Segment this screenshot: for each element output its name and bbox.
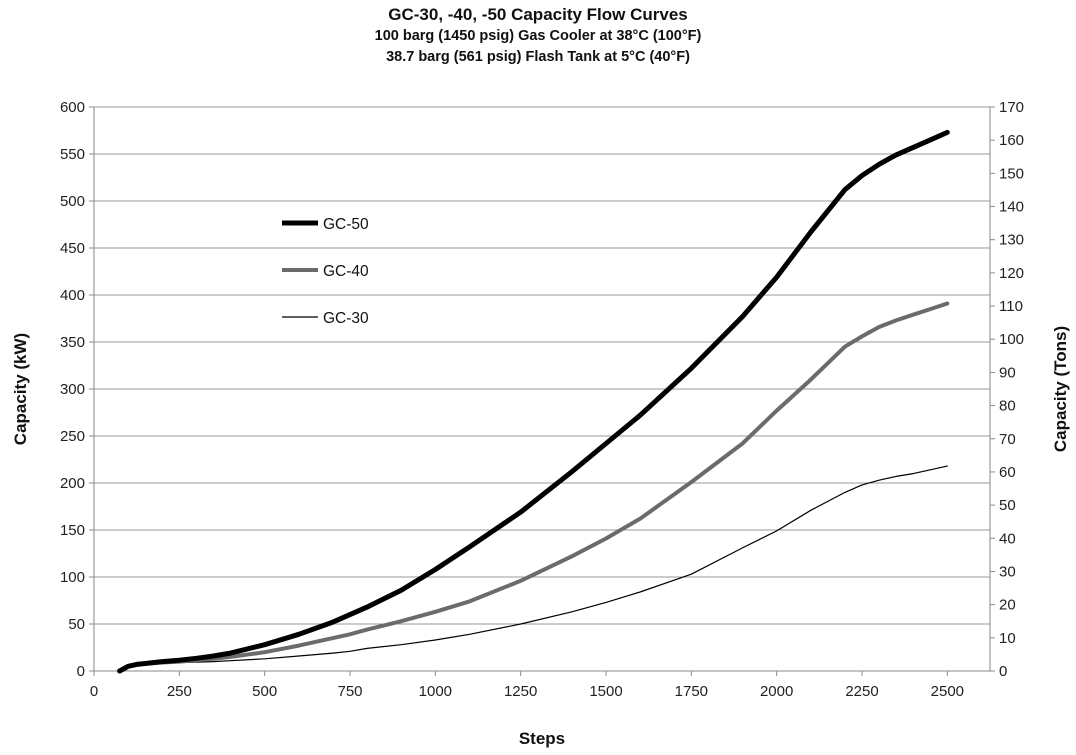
x-tick-label: 250	[167, 683, 192, 700]
y-tick-label: 550	[60, 146, 85, 163]
y-axis-label: Capacity (kW)	[11, 333, 30, 445]
y-tick-label: 350	[60, 334, 85, 351]
y2-tick-label: 70	[999, 431, 1016, 448]
y2-axis-ticks: 0 10 20 30 40 50 60 70 80 90 100 110 120 130 140 150 160…	[990, 99, 1024, 680]
x-axis-label: Steps	[519, 729, 565, 748]
x-tick-label: 1500	[589, 683, 622, 700]
legend-label-gc-30: GC-30	[323, 310, 369, 327]
y2-tick-label: 150	[999, 165, 1024, 182]
x-tick-label: 1750	[675, 683, 708, 700]
y2-tick-label: 170	[999, 99, 1024, 116]
y2-tick-label: 110	[999, 298, 1023, 315]
y-tick-label: 250	[60, 428, 85, 445]
chart-title: GC-30, -40, -50 Capacity Flow Curves	[388, 5, 688, 24]
y-tick-label: 200	[60, 475, 85, 492]
y-tick-label: 300	[60, 381, 85, 398]
y2-tick-label: 60	[999, 464, 1016, 481]
y2-tick-label: 160	[999, 132, 1024, 149]
y-tick-label: 450	[60, 240, 85, 257]
y2-tick-label: 100	[999, 331, 1024, 348]
series-line-gc-50	[117, 129, 950, 674]
y2-tick-label: 20	[999, 597, 1016, 614]
y-tick-label: 600	[60, 99, 85, 116]
x-tick-label: 2500	[931, 683, 964, 700]
y2-tick-label: 30	[999, 563, 1016, 580]
y-tick-label: 500	[60, 193, 85, 210]
x-tick-label: 750	[337, 683, 362, 700]
series-line-gc-30	[118, 465, 948, 672]
x-tick-label: 2250	[845, 683, 878, 700]
x-axis-ticks: 0 250 500 750 1000 1250 1500 1750 2000 2250 2500	[90, 671, 964, 700]
x-tick-label: 500	[252, 683, 277, 700]
legend-label-gc-40: GC-40	[323, 263, 369, 280]
y-tick-label: 100	[60, 569, 85, 586]
chart-subtitle-1: 100 barg (1450 psig) Gas Cooler at 38°C …	[374, 28, 702, 44]
y2-tick-label: 90	[999, 364, 1016, 381]
y2-tick-label: 0	[999, 663, 1007, 680]
chart-titles: GC-30, -40, -50 Capacity Flow Curves 100…	[0, 4, 1076, 68]
y2-axis-label: Capacity (Tons)	[1051, 326, 1070, 452]
x-tick-label: 1000	[419, 683, 452, 700]
y-tick-label: 150	[60, 522, 85, 539]
y2-tick-label: 120	[999, 265, 1024, 282]
y-axis-ticks: 0 50 100 150 200 250 300 350 400 450 500 550 600	[60, 99, 94, 680]
legend: GC-50 GC-40 GC-30	[282, 216, 369, 327]
y-tick-label: 400	[60, 287, 85, 304]
series-lines	[117, 129, 950, 674]
series-line-gc-40	[117, 301, 950, 673]
chart-subtitle-2: 38.7 barg (561 psig) Flash Tank at 5°C (…	[386, 49, 690, 65]
y2-tick-label: 130	[999, 232, 1024, 249]
y2-tick-label: 80	[999, 398, 1016, 415]
y2-tick-label: 10	[999, 630, 1016, 647]
y2-tick-label: 50	[999, 497, 1016, 514]
y2-tick-label: 140	[999, 199, 1024, 216]
x-tick-label: 2000	[760, 683, 793, 700]
y-tick-label: 50	[68, 616, 85, 633]
legend-label-gc-50: GC-50	[323, 216, 369, 233]
y-tick-label: 0	[77, 663, 85, 680]
x-tick-label: 0	[90, 683, 98, 700]
x-tick-label: 1250	[504, 683, 537, 700]
y2-tick-label: 40	[999, 530, 1016, 547]
gridlines	[94, 106, 990, 625]
